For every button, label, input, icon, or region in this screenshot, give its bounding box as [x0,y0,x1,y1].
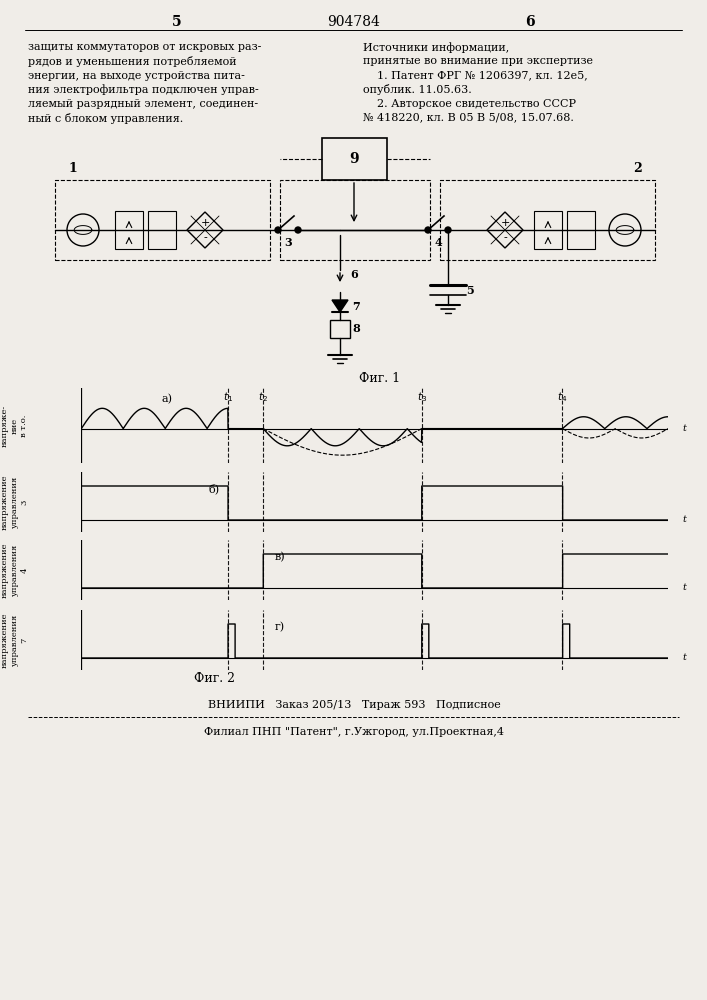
Bar [534,211,562,249]
Text: Фиг. 1: Фиг. 1 [359,371,401,384]
Bar [280,180,430,260]
Text: 6: 6 [525,15,534,29]
Bar [322,138,387,180]
Text: ВНИИПИ   Заказ 205/13   Тираж 593   Подписное: ВНИИПИ Заказ 205/13 Тираж 593 Подписное [208,700,501,710]
Text: t: t [683,516,686,524]
Text: Источники информации,
принятые во внимание при экспертизе
    1. Патент ФРГ № 12: Источники информации, принятые во вниман… [363,42,593,122]
Bar [148,211,176,249]
Polygon shape [332,300,348,312]
Text: -: - [203,233,207,243]
Text: защиты коммутаторов от искровых раз-
рядов и уменьшения потребляемой
энергии, на: защиты коммутаторов от искровых раз- ряд… [28,42,262,124]
Text: в): в) [275,552,286,562]
Text: $t_2$: $t_2$ [258,390,268,404]
Text: $t_1$: $t_1$ [223,390,233,404]
Text: г): г) [275,622,285,632]
Text: Фиг. 2: Фиг. 2 [194,672,235,684]
Bar [330,320,350,338]
Text: напряже-
ние
в т.о.: напряже- ние в т.о. [1,404,28,447]
Text: $t_4$: $t_4$ [557,390,568,404]
Text: 6: 6 [350,269,358,280]
Text: 8: 8 [352,324,360,334]
Text: $t_3$: $t_3$ [416,390,427,404]
Bar [440,180,655,260]
Text: Филиал ПНП "Патент", г.Ужгород, ул.Проектная,4: Филиал ПНП "Патент", г.Ужгород, ул.Проек… [204,727,504,737]
Text: 3: 3 [284,236,292,247]
Bar [567,211,595,249]
Text: +: + [501,218,510,228]
Text: t: t [683,654,686,662]
Text: 9: 9 [349,152,359,166]
Text: напряжение
управления
4: напряжение управления 4 [1,542,28,598]
Bar [115,211,143,249]
Circle shape [445,227,451,233]
Text: 1: 1 [69,161,77,174]
Text: б): б) [209,484,220,495]
Text: 5: 5 [466,284,474,296]
Text: t: t [683,584,686,592]
Text: 904784: 904784 [327,15,380,29]
Text: напряжение
управления
7: напряжение управления 7 [1,612,28,668]
Text: t: t [683,424,686,433]
Circle shape [295,227,301,233]
Text: 7: 7 [352,300,360,312]
Text: -: - [503,233,507,243]
Text: напряжение
управления
3: напряжение управления 3 [1,474,28,530]
Bar [55,180,270,260]
Text: 4: 4 [434,236,442,247]
Circle shape [275,227,281,233]
Circle shape [425,227,431,233]
Text: 2: 2 [633,161,641,174]
Text: а): а) [162,394,173,404]
Text: +: + [200,218,210,228]
Text: 5: 5 [173,15,182,29]
